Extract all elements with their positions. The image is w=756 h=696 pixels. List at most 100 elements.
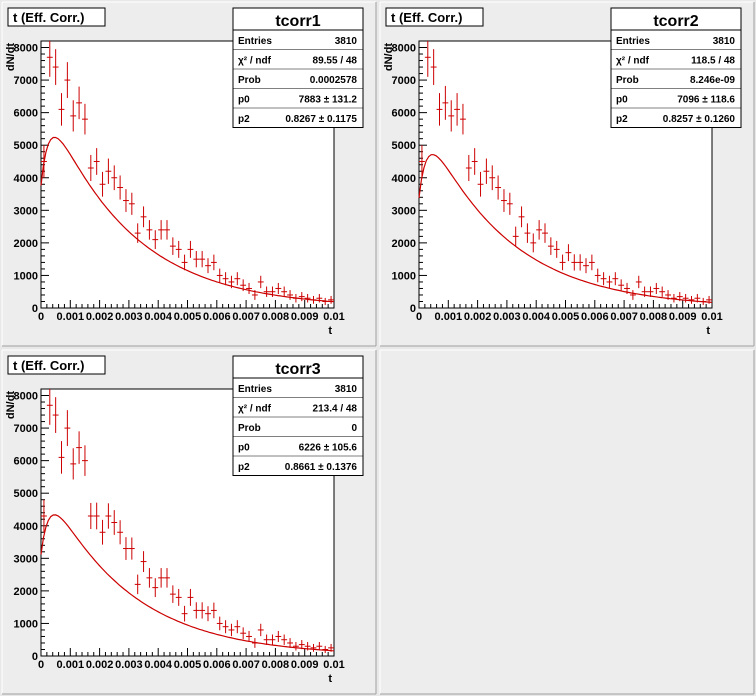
x-tick-label: 0.007 — [232, 311, 260, 323]
x-tick-label: 0 — [38, 311, 44, 323]
y-tick-label: 4000 — [14, 521, 38, 533]
pad-4-background — [380, 350, 754, 694]
stats-box — [232, 7, 364, 128]
y-tick-label: 4000 — [392, 173, 416, 185]
y-tick-label: 2000 — [14, 586, 38, 598]
stats-label: p2 — [238, 114, 250, 125]
x-tick-label: 0.008 — [262, 659, 290, 671]
fit-curve — [418, 154, 713, 303]
x-tick-label: 0.002 — [86, 311, 114, 323]
y-tick-label: 7000 — [14, 75, 38, 87]
y-axis-title: dN/dt — [5, 43, 17, 71]
x-tick-label: 0.005 — [174, 311, 202, 323]
stats-name: tcorr3 — [275, 361, 320, 378]
y-tick-label: 3000 — [392, 205, 416, 217]
stats-label: Entries — [238, 36, 272, 47]
stats-value: 0.8267 ± 0.1175 — [285, 114, 357, 125]
stats-value: 3810 — [713, 36, 736, 47]
stats-value: 118.5 / 48 — [691, 56, 735, 67]
y-tick-label: 0 — [410, 303, 416, 315]
stats-value: 6226 ± 105.6 — [299, 443, 358, 454]
stats-label: p0 — [616, 95, 628, 106]
y-tick-label: 6000 — [392, 108, 416, 120]
y-tick-label: 0 — [32, 303, 38, 315]
stats-label: χ² / ndf — [238, 56, 272, 67]
stats-value: 8.246e-09 — [690, 75, 735, 86]
x-tick-label: 0.002 — [86, 659, 114, 671]
x-tick-label: 0.001 — [57, 311, 85, 323]
fit-curve — [40, 514, 335, 652]
pad-1[interactable]: 0 0.001 0.002 0.003 0.004 0.005 0.006 0.007 0.00… — [1, 1, 377, 347]
stats-label: p2 — [238, 462, 250, 473]
x-axis-title: t — [706, 325, 710, 337]
x-tick-label: 0.01 — [323, 659, 344, 671]
stats-name: tcorr1 — [275, 13, 320, 30]
stats-value: 7096 ± 118.6 — [677, 95, 735, 106]
stats-label: Prob — [616, 75, 639, 86]
x-tick-label: 0.004 — [144, 311, 172, 323]
title-box — [385, 7, 484, 27]
x-tick-label: 0.01 — [701, 311, 722, 323]
stats-value: 213.4 / 48 — [313, 404, 358, 415]
y-tick-label: 0 — [32, 651, 38, 663]
x-axis-title: t — [328, 673, 332, 685]
pad-4-empty[interactable] — [379, 349, 755, 695]
x-tick-label: 0 — [416, 311, 422, 323]
plot-title: t (Eff. Corr.) — [391, 10, 463, 25]
stats-value: 0.0002578 — [310, 75, 358, 86]
stats-value: 0.8661 ± 0.1376 — [285, 462, 358, 473]
x-tick-label: 0.006 — [203, 659, 231, 671]
y-tick-label: 6000 — [14, 108, 38, 120]
x-tick-label: 0.002 — [464, 311, 492, 323]
plot-title: t (Eff. Corr.) — [13, 358, 85, 373]
stats-value: 0 — [351, 423, 357, 434]
y-tick-label: 5000 — [14, 140, 38, 152]
y-tick-label: 8000 — [14, 391, 38, 403]
x-tick-label: 0.005 — [174, 659, 202, 671]
x-tick-label: 0.009 — [291, 311, 319, 323]
y-axis-title: dN/dt — [383, 43, 395, 71]
fit-curve — [40, 136, 335, 303]
x-tick-label: 0.001 — [435, 311, 463, 323]
title-box — [7, 355, 106, 375]
title-box — [7, 7, 106, 27]
y-axis-title: dN/dt — [5, 391, 17, 419]
x-tick-label: 0.009 — [669, 311, 697, 323]
stats-value: 3810 — [335, 36, 358, 47]
x-tick-label: 0.003 — [115, 659, 143, 671]
y-tick-label: 5000 — [14, 488, 38, 500]
stats-value: 7883 ± 131.2 — [299, 95, 358, 106]
stats-label: χ² / ndf — [616, 56, 650, 67]
x-tick-label: 0.008 — [640, 311, 668, 323]
x-tick-label: 0.004 — [522, 311, 550, 323]
stats-box — [610, 7, 742, 128]
plot-1: 0 0.001 0.002 0.003 0.004 0.005 0.006 0.007 0.00… — [5, 7, 364, 337]
plot-3: 0 0.001 0.002 0.003 0.004 0.005 0.006 0.007 0.00… — [5, 355, 364, 685]
x-tick-label: 0.001 — [57, 659, 85, 671]
y-tick-label: 7000 — [14, 423, 38, 435]
stats-value: 0.8257 ± 0.1260 — [663, 114, 736, 125]
x-tick-label: 0.003 — [493, 311, 521, 323]
x-tick-label: 0.009 — [291, 659, 319, 671]
pad-3[interactable]: 0 0.001 0.002 0.003 0.004 0.005 0.006 0.007 0.00… — [1, 349, 377, 695]
x-tick-label: 0.008 — [262, 311, 290, 323]
stats-name: tcorr2 — [653, 13, 698, 30]
x-tick-label: 0.006 — [581, 311, 609, 323]
y-tick-label: 2000 — [14, 238, 38, 250]
y-tick-label: 1000 — [392, 270, 416, 282]
x-tick-label: 0.007 — [232, 659, 260, 671]
stats-label: Prob — [238, 423, 261, 434]
y-tick-label: 8000 — [392, 43, 416, 55]
y-tick-label: 6000 — [14, 456, 38, 468]
plot-title: t (Eff. Corr.) — [13, 10, 85, 25]
x-tick-label: 0.01 — [323, 311, 344, 323]
pad-2[interactable]: 0 0.001 0.002 0.003 0.004 0.005 0.006 0.007 0.00… — [379, 1, 755, 347]
y-tick-label: 1000 — [14, 270, 38, 282]
y-tick-label: 1000 — [14, 618, 38, 630]
stats-value: 89.55 / 48 — [313, 56, 358, 67]
plot-2: 0 0.001 0.002 0.003 0.004 0.005 0.006 0.007 0.00… — [383, 7, 742, 337]
stats-label: χ² / ndf — [238, 404, 272, 415]
stats-value: 3810 — [335, 384, 358, 395]
stats-label: Entries — [238, 384, 272, 395]
